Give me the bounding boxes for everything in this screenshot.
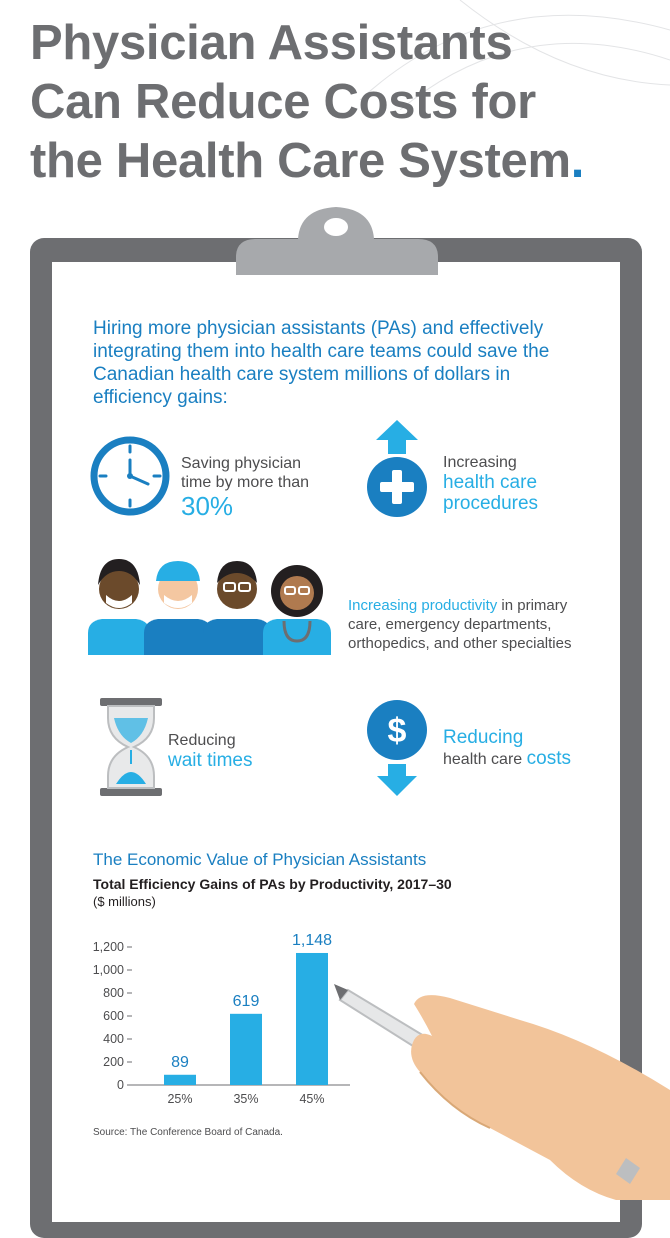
clock-icon [90, 436, 170, 516]
health-workers-icon [88, 559, 331, 655]
x-tick-label: 35% [233, 1092, 258, 1106]
dollar-arrow-down-icon: $ [367, 700, 427, 796]
y-tick-label: 1,200 [93, 940, 124, 954]
bar-chart: 0 200 400 600 800 1,000 1,200 89 25% 619 35% 1,148 4… [93, 932, 350, 1106]
hand-with-pen-icon [334, 984, 670, 1200]
bar [230, 1013, 262, 1085]
feature-time-text: Saving physician time by more than [181, 455, 310, 491]
feature-procedures-value: health care procedures [443, 472, 539, 514]
title-line-3: the Health Care System [30, 134, 571, 188]
svg-text:$: $ [388, 712, 407, 750]
page-title: Physician Assistants Can Reduce Costs fo… [30, 14, 660, 191]
hourglass-icon [100, 698, 162, 796]
feature-costs: Reducing health care costs [443, 727, 618, 769]
bar-data-label: 1,148 [292, 932, 332, 949]
intro-text: Hiring more physician assistants (PAs) a… [93, 318, 550, 408]
feature-wait-value: wait times [168, 750, 253, 771]
clipboard-clip-icon [236, 207, 438, 275]
feature-wait: Reducing wait times [168, 731, 328, 771]
feature-procedures: Increasing health care procedures [443, 453, 613, 514]
feature-costs-text: health care [443, 751, 523, 768]
plus-arrow-up-icon [367, 420, 427, 517]
x-tick-label: 25% [167, 1092, 192, 1106]
y-tick-label: 600 [103, 1009, 124, 1023]
feature-wait-text: Reducing [168, 732, 236, 749]
y-tick-label: 200 [103, 1055, 124, 1069]
y-tick-label: 400 [103, 1032, 124, 1046]
chart-title: Total Efficiency Gains of PAs by Product… [93, 876, 452, 892]
feature-productivity-text: in primary care, emergency departments, … [348, 597, 572, 652]
feature-productivity: Increasing productivity in primary care,… [348, 596, 598, 653]
title-line-2: Can Reduce Costs for [30, 75, 536, 129]
x-tick-label: 45% [299, 1092, 324, 1106]
bar [296, 952, 328, 1085]
feature-time: Saving physician time by more than 30% [181, 454, 326, 520]
feature-costs-value: Reducing [443, 727, 524, 748]
y-tick-label: 0 [117, 1078, 124, 1092]
chart-source: Source: The Conference Board of Canada. [93, 1127, 283, 1138]
chart-ylabel: ($ millions) [93, 894, 156, 909]
feature-productivity-highlight: Increasing productivity [348, 597, 498, 614]
y-tick-label: 1,000 [93, 963, 124, 977]
chart-heading: The Economic Value of Physician Assistan… [93, 850, 427, 869]
feature-procedures-text: Increasing [443, 454, 517, 471]
feature-time-value: 30% [181, 491, 234, 521]
decorative-arcs [359, 0, 670, 110]
y-tick-label: 800 [103, 986, 124, 1000]
bar-data-label: 89 [171, 1054, 189, 1071]
title-line-1: Physician Assistants [30, 16, 513, 70]
bar-data-label: 619 [233, 993, 260, 1010]
feature-costs-highlight: costs [526, 748, 571, 769]
bar [164, 1074, 196, 1085]
title-dot: . [570, 134, 585, 188]
